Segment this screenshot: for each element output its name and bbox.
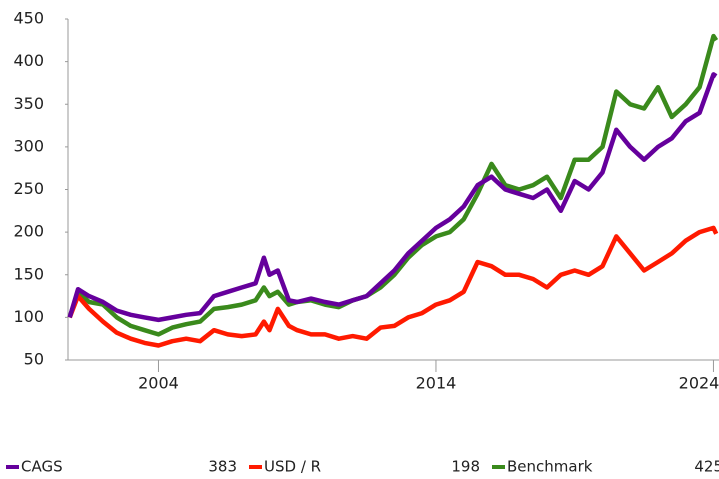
legend-label: Benchmark — [507, 458, 593, 476]
y-tick-label: 250 — [13, 179, 44, 198]
legend: CAGS 383 USD / R 198 Benchmark 425 — [6, 458, 719, 476]
y-tick-label: 350 — [13, 94, 44, 113]
series-line — [67, 33, 719, 337]
legend-label: USD / R — [264, 458, 321, 476]
x-tick-label: 2014 — [416, 374, 457, 393]
legend-swatch — [249, 465, 262, 469]
series-line — [67, 225, 719, 348]
legend-swatch — [6, 465, 19, 469]
legend-value: 425 — [694, 458, 719, 476]
series-line — [67, 72, 718, 323]
y-tick-label: 200 — [13, 222, 44, 241]
x-tick-label: 2024 — [679, 374, 719, 393]
y-tick-label: 300 — [13, 136, 44, 155]
y-tick-label: 150 — [13, 264, 44, 283]
y-tick-label: 50 — [24, 350, 44, 369]
x-tick-label: 2004 — [138, 374, 179, 393]
legend-label: CAGS — [21, 458, 63, 476]
legend-value: 198 — [451, 458, 480, 476]
y-tick-label: 100 — [13, 307, 44, 326]
legend-swatch — [492, 465, 505, 469]
y-tick-label: 400 — [13, 51, 44, 70]
legend-value: 383 — [208, 458, 237, 476]
y-tick-label: 450 — [13, 9, 44, 28]
